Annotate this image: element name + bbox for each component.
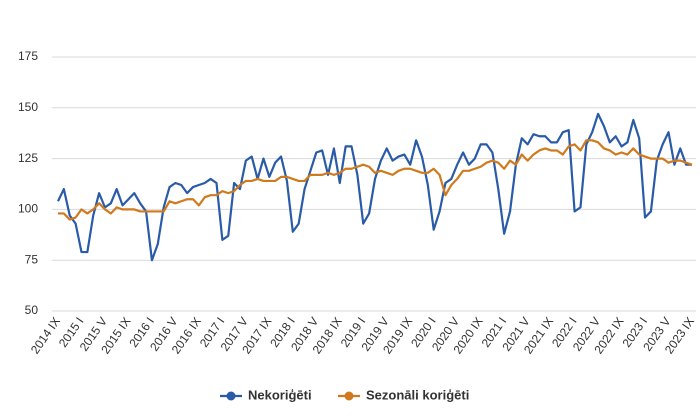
legend-label: Sezonāli koriģēti xyxy=(366,387,469,402)
legend-marker xyxy=(344,391,354,401)
x-tick-label: 2014 IX xyxy=(28,315,63,357)
series-line xyxy=(58,139,693,221)
series-line xyxy=(57,112,692,262)
legend-marker xyxy=(226,391,236,401)
legend: Nekoriģēti Sezonāli koriģēti xyxy=(220,387,469,402)
y-tick-label: 150 xyxy=(18,100,38,114)
y-tick-label: 125 xyxy=(18,151,38,165)
y-tick-label: 175 xyxy=(18,49,38,63)
y-tick-label: 50 xyxy=(25,303,39,317)
legend-label: Nekoriģēti xyxy=(248,387,312,402)
y-tick-label: 75 xyxy=(25,252,39,266)
y-tick-label: 100 xyxy=(18,202,38,216)
